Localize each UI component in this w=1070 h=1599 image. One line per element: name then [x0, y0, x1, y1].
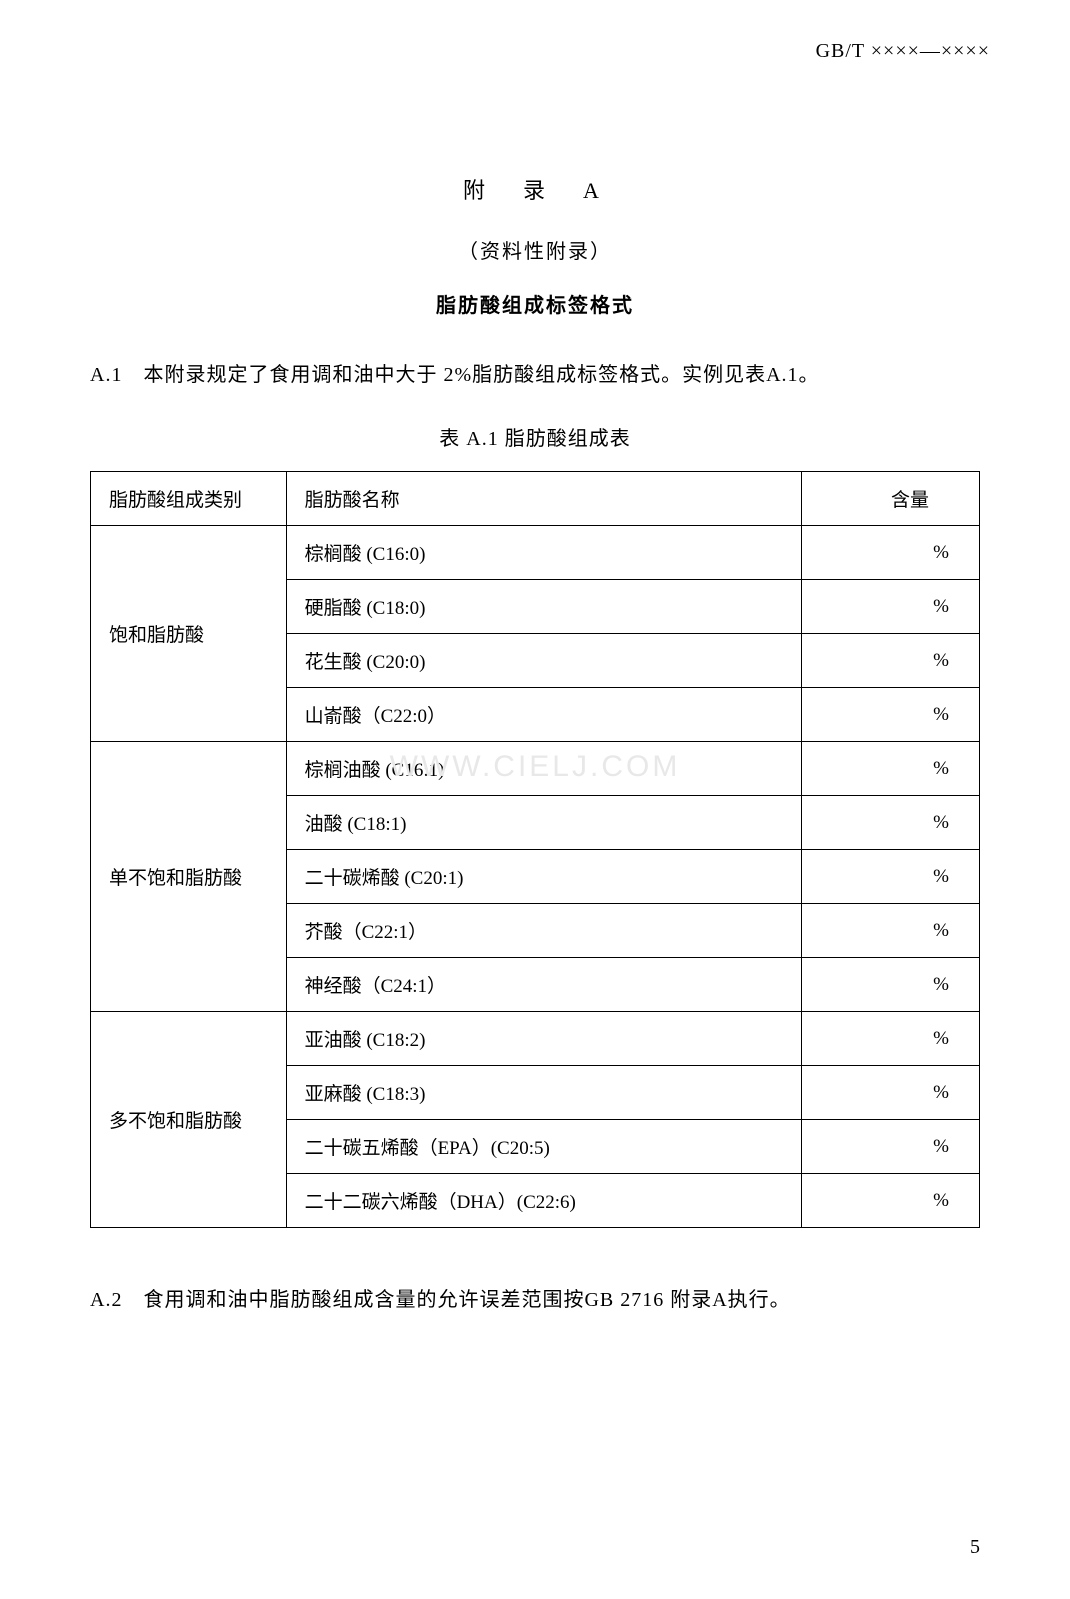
table-header-row: 脂肪酸组成类别 脂肪酸名称 含量 [91, 472, 980, 526]
amount-cell: % [802, 1174, 980, 1228]
amount-cell: % [802, 580, 980, 634]
amount-cell: % [802, 1120, 980, 1174]
name-cell: 亚油酸 (C18:2) [286, 1012, 802, 1066]
appendix-title: 附 录 A [90, 173, 980, 205]
amount-cell: % [802, 742, 980, 796]
category-cell: 单不饱和脂肪酸 [91, 742, 287, 1012]
name-cell: 硬脂酸 (C18:0) [286, 580, 802, 634]
amount-cell: % [802, 796, 980, 850]
table-caption: 表 A.1 脂肪酸组成表 [90, 422, 980, 451]
amount-cell: % [802, 904, 980, 958]
table-row: 单不饱和脂肪酸棕榈油酸 (C16:1)% [91, 742, 980, 796]
name-cell: 棕榈油酸 (C16:1) [286, 742, 802, 796]
name-cell: 二十碳烯酸 (C20:1) [286, 850, 802, 904]
fatty-acid-table: 脂肪酸组成类别 脂肪酸名称 含量 饱和脂肪酸棕榈酸 (C16:0)%硬脂酸 (C… [90, 471, 980, 1228]
name-cell: 二十二碳六烯酸（DHA）(C22:6) [286, 1174, 802, 1228]
section-a2-text: A.2 食用调和油中脂肪酸组成含量的允许误差范围按GB 2716 附录A执行。 [90, 1283, 980, 1312]
name-cell: 神经酸（C24:1） [286, 958, 802, 1012]
col-header-category: 脂肪酸组成类别 [91, 472, 287, 526]
amount-cell: % [802, 634, 980, 688]
col-header-amount: 含量 [802, 472, 980, 526]
name-cell: 山嵛酸（C22:0） [286, 688, 802, 742]
standard-code-header: GB/T ××××—×××× [90, 40, 990, 63]
col-header-name: 脂肪酸名称 [286, 472, 802, 526]
amount-cell: % [802, 526, 980, 580]
category-cell: 多不饱和脂肪酸 [91, 1012, 287, 1228]
table-row: 饱和脂肪酸棕榈酸 (C16:0)% [91, 526, 980, 580]
section-a1-text: A.1 本附录规定了食用调和油中大于 2%脂肪酸组成标签格式。实例见表A.1。 [90, 358, 980, 387]
page-number: 5 [970, 1536, 980, 1559]
name-cell: 芥酸（C22:1） [286, 904, 802, 958]
amount-cell: % [802, 958, 980, 1012]
amount-cell: % [802, 1066, 980, 1120]
name-cell: 亚麻酸 (C18:3) [286, 1066, 802, 1120]
name-cell: 花生酸 (C20:0) [286, 634, 802, 688]
appendix-subtitle: （资料性附录） [90, 235, 980, 264]
amount-cell: % [802, 850, 980, 904]
name-cell: 油酸 (C18:1) [286, 796, 802, 850]
name-cell: 二十碳五烯酸（EPA）(C20:5) [286, 1120, 802, 1174]
category-cell: 饱和脂肪酸 [91, 526, 287, 742]
amount-cell: % [802, 1012, 980, 1066]
appendix-section-title: 脂肪酸组成标签格式 [90, 289, 980, 318]
name-cell: 棕榈酸 (C16:0) [286, 526, 802, 580]
table-row: 多不饱和脂肪酸亚油酸 (C18:2)% [91, 1012, 980, 1066]
amount-cell: % [802, 688, 980, 742]
